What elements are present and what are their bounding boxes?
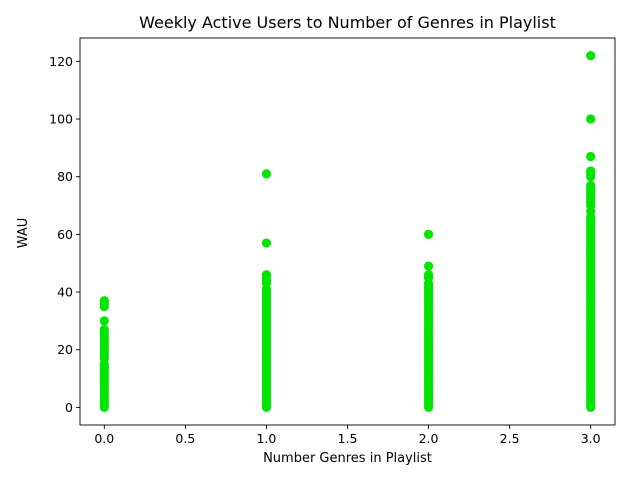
data-point <box>423 270 434 280</box>
x-tick-label: 2.5 <box>500 431 520 446</box>
x-tick-label: 0.5 <box>175 431 195 446</box>
y-tick-label: 40 <box>57 285 73 300</box>
y-axis-label: WAU <box>16 218 31 249</box>
x-tick-label: 1.5 <box>338 431 358 446</box>
scatter-points <box>99 50 596 413</box>
y-tick-label: 80 <box>57 169 73 184</box>
data-point <box>261 169 272 179</box>
data-point <box>586 180 596 190</box>
data-point <box>261 270 272 280</box>
y-tick-label: 60 <box>57 227 73 242</box>
y-tick-label: 100 <box>49 112 73 127</box>
data-point <box>423 261 434 271</box>
y-tick-label: 120 <box>49 54 73 69</box>
y-tick-label: 0 <box>65 400 73 415</box>
data-point <box>99 316 109 326</box>
x-tick-label: 0.0 <box>94 431 114 446</box>
data-point <box>261 238 272 248</box>
x-tick-label: 3.0 <box>581 431 601 446</box>
data-point <box>586 151 596 162</box>
data-point <box>586 166 596 176</box>
data-point <box>586 50 596 61</box>
x-tick-label: 1.0 <box>256 431 276 446</box>
chart-title: Weekly Active Users to Number of Genres … <box>139 13 556 32</box>
data-point <box>423 229 434 239</box>
x-axis-label: Number Genres in Playlist <box>263 451 432 466</box>
data-point <box>99 296 109 306</box>
y-tick-label: 20 <box>57 342 73 357</box>
plot-area: 0.0 0.5 1.0 1.5 2.0 2.5 3.0 0 20 40 60 80 100 120 <box>49 37 616 446</box>
data-point <box>586 114 596 124</box>
data-point <box>99 324 109 335</box>
x-tick-label: 2.0 <box>419 431 439 446</box>
